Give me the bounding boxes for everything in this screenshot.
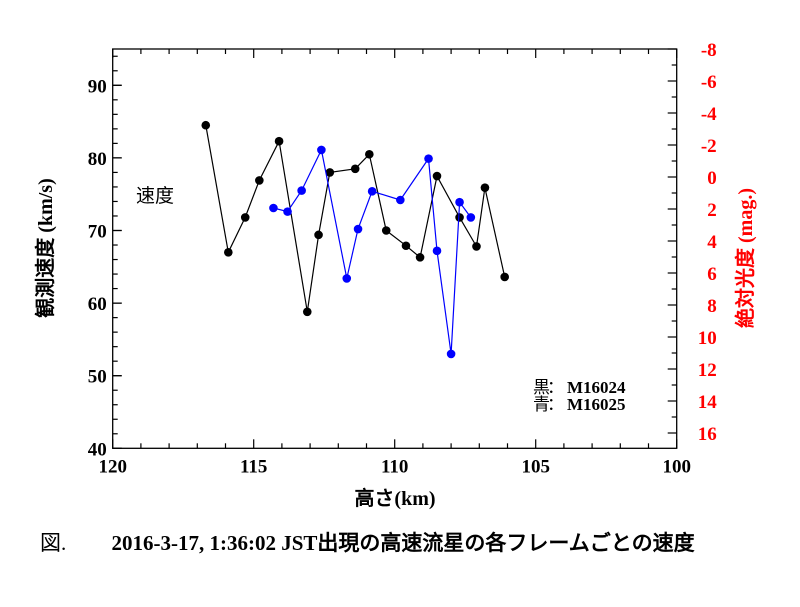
data-point-M16024 (480, 183, 490, 192)
data-point-M16024 (401, 241, 411, 251)
data-point-M16025 (446, 349, 456, 359)
data-point-M16025 (342, 274, 352, 283)
series-line-M16025 (273, 148, 472, 354)
data-point-M16025 (353, 224, 363, 234)
y-tick-label: 90 (88, 76, 107, 97)
x-tick-label: 100 (662, 456, 691, 477)
legend-marker-blue: 青 (533, 395, 550, 414)
y2-tick-label: 8 (707, 296, 717, 317)
x-axis-label: 高さ(km) (354, 486, 435, 510)
y2-tick-label: 14 (698, 392, 718, 413)
legend-label-m16024: M16024 (567, 378, 626, 397)
axis-ticks: 120 115 110 105 100 40 50 60 70 80 90 -8 -6 -4 -2 0 2 4 6 8… (88, 40, 718, 477)
y-axis-label: 観測速度 (km/s) (33, 178, 57, 317)
data-point-M16024 (350, 164, 360, 174)
data-point-M16024 (455, 213, 464, 222)
y2-tick-label: -4 (701, 104, 717, 125)
series-line-M16024 (205, 125, 506, 312)
data-point-M16024 (224, 247, 233, 257)
y2-tick-label: 4 (707, 232, 717, 253)
data-point-M16025 (432, 246, 442, 256)
data-point-M16024 (314, 230, 323, 240)
data-point-M16025 (424, 154, 433, 163)
y-tick-label: 70 (88, 222, 107, 243)
data-point-M16025 (466, 213, 476, 222)
x-tick-label: 110 (381, 456, 408, 477)
legend-marker-black: 黒 (533, 378, 550, 397)
y2-tick-label: -8 (701, 40, 717, 61)
data-point-M16024 (415, 253, 425, 262)
y2-tick-label: 10 (698, 328, 717, 349)
y2-tick-label: 6 (707, 264, 717, 285)
data-point-M16024 (302, 307, 312, 317)
y-tick-label: 60 (88, 294, 107, 315)
data-point-M16025 (269, 203, 278, 213)
data-point-M16024 (255, 176, 264, 185)
data-point-M16025 (367, 186, 377, 196)
data-point-M16024 (500, 272, 509, 282)
data-point-M16024 (240, 213, 250, 222)
y-tick-label: 50 (88, 367, 107, 388)
data-point-M16025 (297, 186, 306, 195)
y2-tick-label: -2 (701, 136, 717, 157)
data-point-M16024 (365, 149, 374, 159)
data-point-M16025 (283, 207, 292, 216)
y2-tick-label: 2 (707, 200, 717, 221)
data-point-M16025 (396, 195, 405, 205)
y2-tick-label: 0 (707, 168, 717, 189)
data-point-M16025 (317, 145, 326, 155)
annotation-speed: 速度 (136, 185, 174, 207)
data-point-M16024 (274, 136, 284, 146)
data-point-M16024 (201, 120, 211, 130)
y2-tick-label: -6 (701, 72, 717, 93)
data-point-M16024 (381, 226, 391, 235)
figure-label: 図. (40, 531, 67, 555)
x-tick-label: 120 (98, 456, 127, 477)
legend: 黒 ： M16024 青 ： M16025 (533, 378, 626, 414)
x-tick-label: 105 (521, 456, 550, 477)
y-tick-label: 40 (88, 439, 107, 460)
y2-tick-label: 12 (698, 360, 717, 381)
series-layer (201, 120, 509, 359)
data-point-M16024 (432, 171, 442, 181)
y2-axis-label: 絶対光度 (mag.) (733, 188, 757, 328)
data-point-M16024 (472, 242, 481, 251)
data-point-M16024 (325, 168, 335, 177)
legend-sep-2: ： (547, 395, 564, 414)
caption-text: 2016-3-17, 1:36:02 JST出現の高速流星の各フレームごとの速度 (111, 531, 695, 555)
legend-sep-1: ： (547, 378, 564, 397)
x-tick-label: 115 (240, 456, 267, 477)
data-point-M16025 (455, 197, 464, 207)
figure-caption: 図. 2016-3-17, 1:36:02 JST出現の高速流星の各フレームごと… (40, 527, 695, 557)
y-tick-label: 80 (88, 149, 107, 170)
legend-label-m16025: M16025 (567, 395, 626, 414)
y2-tick-label: 16 (698, 424, 717, 445)
